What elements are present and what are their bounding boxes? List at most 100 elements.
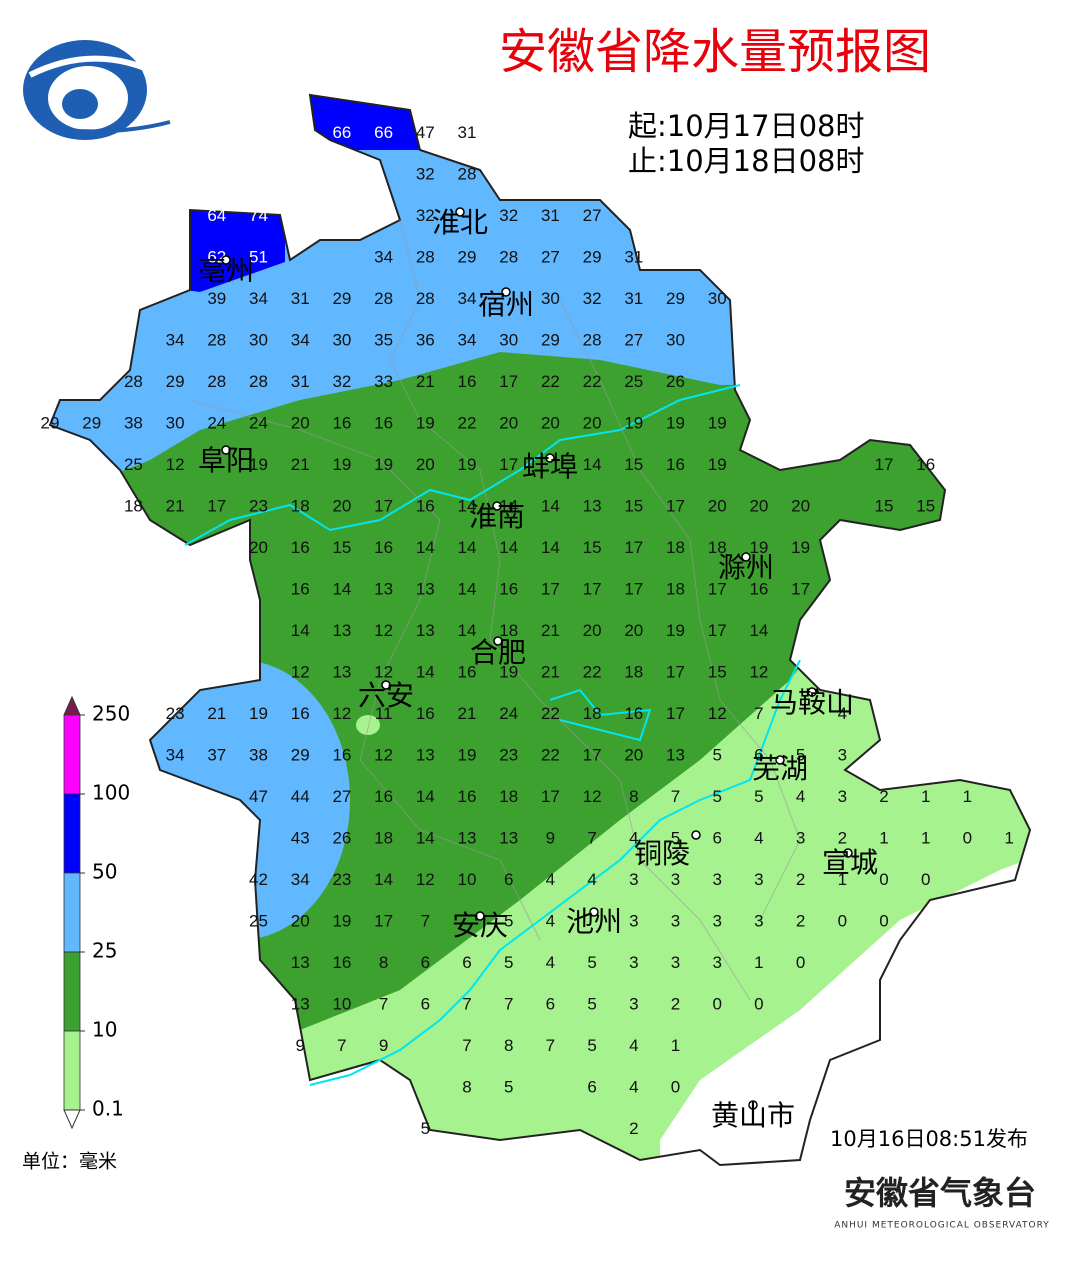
grid-value: 14 — [541, 496, 560, 515]
grid-value: 1 — [671, 1036, 680, 1055]
grid-value: 14 — [416, 828, 435, 847]
grid-value: 17 — [541, 579, 560, 598]
grid-value: 20 — [249, 538, 268, 557]
grid-value: 21 — [541, 662, 560, 681]
grid-value: 19 — [458, 455, 477, 474]
title: 安徽省降水量预报图 — [499, 24, 931, 80]
grid-value: 34 — [458, 330, 477, 349]
grid-value: 16 — [916, 455, 935, 474]
grid-value: 5 — [421, 1119, 430, 1138]
grid-value: 5 — [587, 1036, 596, 1055]
grid-value: 14 — [332, 579, 351, 598]
grid-value: 17 — [499, 372, 518, 391]
grid-value: 22 — [541, 745, 560, 764]
grid-value: 3 — [796, 828, 805, 847]
grid-value: 27 — [332, 787, 351, 806]
legend-label: 25 — [92, 939, 117, 963]
grid-value: 20 — [583, 413, 602, 432]
grid-value: 0 — [671, 1077, 680, 1096]
legend-label: 10 — [92, 1018, 117, 1042]
grid-value: 20 — [541, 413, 560, 432]
grid-value: 30 — [708, 289, 727, 308]
grid-value: 0 — [963, 828, 972, 847]
city-label: 亳州 — [198, 254, 254, 287]
city-label: 马鞍山 — [770, 686, 854, 719]
grid-value: 21 — [458, 704, 477, 723]
grid-value: 6 — [754, 745, 763, 764]
grid-value: 26 — [332, 828, 351, 847]
grid-value: 28 — [374, 289, 393, 308]
grid-value: 17 — [875, 455, 894, 474]
grid-value: 34 — [291, 330, 310, 349]
city-dot — [455, 207, 465, 217]
grid-value: 10 — [458, 870, 477, 889]
grid-value: 16 — [374, 787, 393, 806]
grid-value: 31 — [291, 372, 310, 391]
grid-value: 14 — [541, 538, 560, 557]
grid-value: 7 — [462, 1036, 471, 1055]
grid-value: 16 — [458, 787, 477, 806]
grid-value: 28 — [458, 164, 477, 183]
grid-value: 11 — [375, 704, 393, 723]
city-dot — [807, 687, 817, 697]
grid-value: 17 — [624, 538, 643, 557]
grid-value: 16 — [291, 704, 310, 723]
grid-value: 7 — [754, 704, 763, 723]
grid-value: 5 — [671, 828, 680, 847]
legend: 250 100 50 25 10 0.1 — [63, 695, 130, 1130]
legend-label: 100 — [92, 781, 130, 805]
grid-value: 12 — [332, 704, 351, 723]
grid-value: 29 — [166, 372, 185, 391]
grid-value: 13 — [416, 745, 435, 764]
grid-value: 15 — [332, 538, 351, 557]
rivers — [184, 384, 801, 1086]
city-label: 铜陵 — [634, 837, 690, 870]
grid-value: 19 — [749, 538, 768, 557]
grid-value: 1 — [963, 787, 972, 806]
grid-value: 27 — [624, 330, 643, 349]
city-label: 阜阳 — [198, 444, 254, 477]
grid-value: 15 — [708, 662, 727, 681]
grid-value: 29 — [41, 413, 60, 432]
grid-value: 19 — [249, 704, 268, 723]
city-label: 安庆 — [452, 909, 508, 942]
grid-value: 39 — [207, 289, 226, 308]
grid-value: 18 — [499, 621, 518, 640]
city-label: 池州 — [566, 905, 622, 938]
grid-value: 17 — [666, 704, 685, 723]
grid-value: 16 — [374, 413, 393, 432]
grid-value: 0 — [796, 953, 805, 972]
grid-value: 17 — [499, 455, 518, 474]
grid-value: 51 — [249, 247, 268, 266]
grid-value: 17 — [207, 496, 226, 515]
grid-value: 30 — [249, 330, 268, 349]
grid-value: 13 — [666, 745, 685, 764]
grid-value: 15 — [624, 455, 643, 474]
grid-value: 9 — [295, 1036, 304, 1055]
grid-value: 3 — [712, 870, 721, 889]
grid-value: 2 — [796, 911, 805, 930]
grid-value: 1 — [921, 787, 930, 806]
grid-value: 16 — [374, 538, 393, 557]
grid-value: 13 — [374, 579, 393, 598]
city-dot — [501, 287, 511, 297]
grid-value: 19 — [458, 745, 477, 764]
grid-value: 38 — [249, 745, 268, 764]
grid-value: 2 — [629, 1119, 638, 1138]
grid-value: 62 — [207, 247, 226, 266]
grid-value: 5 — [504, 911, 513, 930]
grid-value: 24 — [249, 413, 268, 432]
grid-value: 14 — [291, 621, 310, 640]
grid-value: 18 — [624, 662, 643, 681]
city-label: 宣城 — [822, 846, 878, 879]
grid-value: 16 — [332, 745, 351, 764]
grid-value: 44 — [291, 787, 310, 806]
grid-value: 23 — [499, 745, 518, 764]
grid-value: 32 — [416, 206, 435, 225]
grid-value: 4 — [546, 870, 555, 889]
grid-value: 43 — [291, 828, 310, 847]
legend-top — [63, 695, 81, 716]
city-label: 六安 — [358, 679, 414, 712]
city-dot — [545, 453, 555, 463]
